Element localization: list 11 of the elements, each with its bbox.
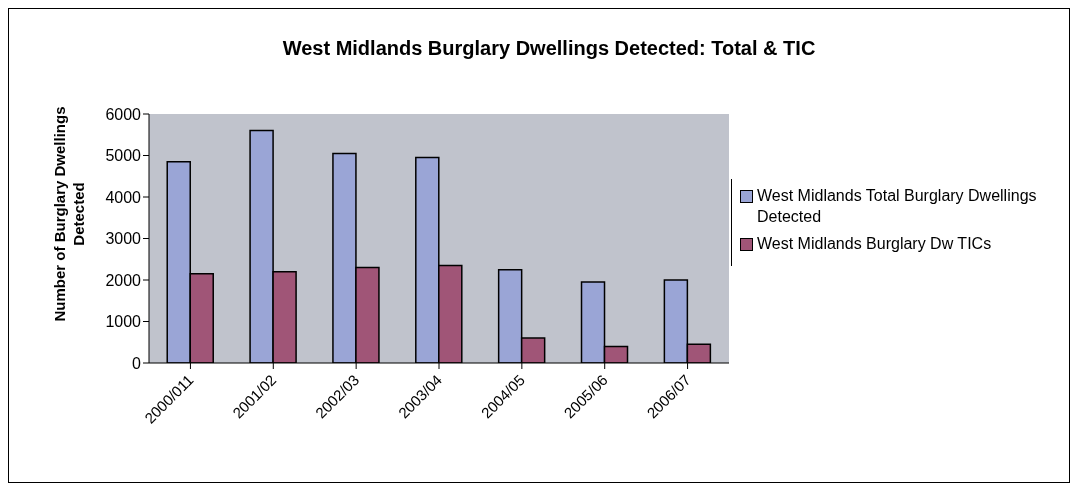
y-tick-label: 4000 — [105, 188, 142, 206]
y-tick-label: 0 — [132, 354, 142, 372]
legend-label: West Midlands Total Burglary Dwellings Detected — [757, 186, 1038, 227]
legend-label: West Midlands Burglary Dw TICs — [757, 234, 992, 254]
y-axis-title: Number of Burglary Dwellings Detected — [50, 105, 88, 324]
y-tick-label: 2000 — [105, 271, 142, 289]
y-tick-label: 5000 — [105, 147, 142, 165]
y-tick-label: 6000 — [105, 105, 142, 123]
y-tick-label: 3000 — [105, 230, 142, 248]
chart-title: West Midlands Burglary Dwellings Detected: Total & TIC — [281, 37, 817, 60]
y-tick-label: 1000 — [105, 313, 142, 331]
